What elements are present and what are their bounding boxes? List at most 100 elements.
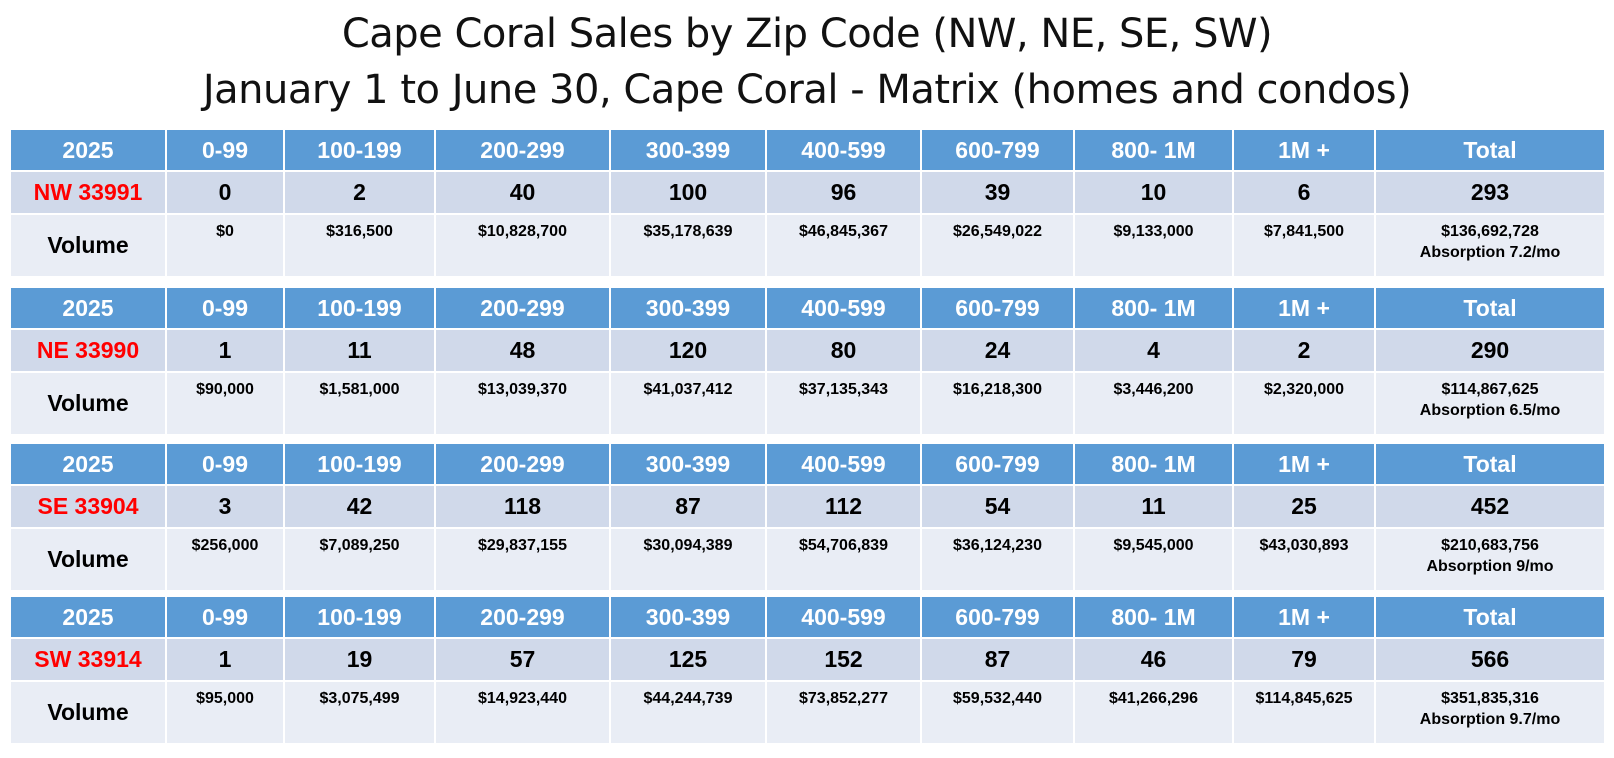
price-range-header-cell: 300-399	[610, 130, 767, 171]
sales-table-nw: 2025 0-99 100-199 200-299 300-399 400-599 600-…	[11, 130, 1604, 276]
count-cell: 19	[284, 637, 436, 681]
count-cell: 79	[1233, 637, 1376, 681]
count-cell: 39	[921, 170, 1075, 214]
total-count-cell: 290	[1375, 328, 1604, 372]
volume-label: Volume	[11, 680, 167, 743]
count-cell: 118	[435, 484, 611, 528]
count-cell: 125	[610, 637, 767, 681]
volume-cell: $26,549,022	[921, 213, 1075, 276]
volume-row: Volume $256,000 $7,089,250 $29,837,155 $30,0…	[11, 527, 1604, 590]
volume-cell: $30,094,389	[610, 527, 767, 590]
volume-row: Volume $90,000 $1,581,000 $13,039,370 $41,03…	[11, 371, 1604, 434]
count-cell: 24	[921, 328, 1075, 372]
sales-table: 2025 0-99 100-199 200-299 300-399 400-599 600-…	[11, 288, 1604, 434]
total-volume-cell: $136,692,728 Absorption 7.2/mo	[1375, 213, 1604, 276]
count-cell: 96	[766, 170, 922, 214]
sales-table-se: 2025 0-99 100-199 200-299 300-399 400-599 600-…	[11, 444, 1604, 590]
total-volume-value: $210,683,756	[1441, 537, 1539, 554]
total-volume-cell: $351,835,316 Absorption 9.7/mo	[1375, 680, 1604, 743]
count-cell: 11	[1074, 484, 1234, 528]
header-row: 2025 0-99 100-199 200-299 300-399 400-599 600-…	[11, 288, 1604, 329]
count-cell: 112	[766, 484, 922, 528]
volume-cell: $41,266,296	[1074, 680, 1234, 743]
volume-cell: $46,845,367	[766, 213, 922, 276]
price-range-header-cell: 100-199	[284, 597, 436, 638]
zip-label: NE 33990	[11, 328, 167, 372]
price-range-header-cell: 400-599	[766, 288, 922, 329]
count-cell: 120	[610, 328, 767, 372]
total-volume-value: $351,835,316	[1441, 690, 1539, 707]
zip-label: SE 33904	[11, 484, 167, 528]
volume-cell: $35,178,639	[610, 213, 767, 276]
absorption-rate: Absorption 6.5/mo	[1419, 402, 1561, 419]
count-cell: 48	[435, 328, 611, 372]
count-cell: 42	[284, 484, 436, 528]
price-range-header-cell: 200-299	[435, 288, 611, 329]
total-count-cell: 566	[1375, 637, 1604, 681]
count-cell: 4	[1074, 328, 1234, 372]
volume-cell: $9,133,000	[1074, 213, 1234, 276]
year-header-cell: 2025	[11, 130, 167, 171]
page-subtitle: January 1 to June 30, Cape Coral - Matri…	[202, 67, 1412, 113]
price-range-header-cell: 600-799	[921, 444, 1075, 485]
price-range-header-cell: 600-799	[921, 288, 1075, 329]
volume-cell: $2,320,000	[1233, 371, 1376, 434]
price-range-header-cell: 300-399	[610, 444, 767, 485]
volume-cell: $36,124,230	[921, 527, 1075, 590]
price-range-header-cell: 400-599	[766, 597, 922, 638]
price-range-header-cell: 400-599	[766, 444, 922, 485]
price-range-header-cell: 0-99	[166, 288, 285, 329]
volume-cell: $3,446,200	[1074, 371, 1234, 434]
volume-cell: $114,845,625	[1233, 680, 1376, 743]
year-header-cell: 2025	[11, 444, 167, 485]
count-row: NW 33991 0 2 40 100 96 39 10 6 293	[11, 170, 1604, 214]
price-range-header-cell: 1M +	[1233, 597, 1376, 638]
volume-cell: $16,218,300	[921, 371, 1075, 434]
count-cell: 57	[435, 637, 611, 681]
sales-table-sw: 2025 0-99 100-199 200-299 300-399 400-599 600-…	[11, 597, 1604, 743]
volume-cell: $29,837,155	[435, 527, 611, 590]
price-range-header-cell: 0-99	[166, 130, 285, 171]
volume-label: Volume	[11, 371, 167, 434]
price-range-header-cell: 300-399	[610, 288, 767, 329]
count-row: NE 33990 1 11 48 120 80 24 4 2 290	[11, 328, 1604, 372]
volume-cell: $37,135,343	[766, 371, 922, 434]
count-cell: 3	[166, 484, 285, 528]
total-count-cell: 293	[1375, 170, 1604, 214]
volume-cell: $1,581,000	[284, 371, 436, 434]
count-cell: 2	[1233, 328, 1376, 372]
volume-label: Volume	[11, 213, 167, 276]
volume-cell: $256,000	[166, 527, 285, 590]
count-cell: 25	[1233, 484, 1376, 528]
count-cell: 80	[766, 328, 922, 372]
volume-cell: $14,923,440	[435, 680, 611, 743]
year-header-cell: 2025	[11, 288, 167, 329]
volume-cell: $13,039,370	[435, 371, 611, 434]
total-volume-cell: $114,867,625 Absorption 6.5/mo	[1375, 371, 1604, 434]
count-row: SW 33914 1 19 57 125 152 87 46 79 566	[11, 637, 1604, 681]
count-cell: 54	[921, 484, 1075, 528]
total-header-cell: Total	[1375, 444, 1604, 485]
price-range-header-cell: 100-199	[284, 288, 436, 329]
total-header-cell: Total	[1375, 288, 1604, 329]
price-range-header-cell: 800- 1M	[1074, 288, 1234, 329]
total-volume-value: $136,692,728	[1441, 223, 1539, 240]
total-volume-cell: $210,683,756 Absorption 9/mo	[1375, 527, 1604, 590]
count-cell: 1	[166, 328, 285, 372]
zip-label: NW 33991	[11, 170, 167, 214]
header-row: 2025 0-99 100-199 200-299 300-399 400-599 600-…	[11, 444, 1604, 485]
sales-table: 2025 0-99 100-199 200-299 300-399 400-599 600-…	[11, 444, 1604, 590]
count-cell: 40	[435, 170, 611, 214]
price-range-header-cell: 200-299	[435, 130, 611, 171]
count-cell: 1	[166, 637, 285, 681]
count-cell: 10	[1074, 170, 1234, 214]
count-cell: 6	[1233, 170, 1376, 214]
absorption-rate: Absorption 9/mo	[1426, 558, 1554, 575]
price-range-header-cell: 100-199	[284, 444, 436, 485]
price-range-header-cell: 800- 1M	[1074, 597, 1234, 638]
price-range-header-cell: 0-99	[166, 597, 285, 638]
volume-cell: $0	[166, 213, 285, 276]
sales-table-ne: 2025 0-99 100-199 200-299 300-399 400-599 600-…	[11, 288, 1604, 434]
price-range-header-cell: 1M +	[1233, 444, 1376, 485]
price-range-header-cell: 400-599	[766, 130, 922, 171]
